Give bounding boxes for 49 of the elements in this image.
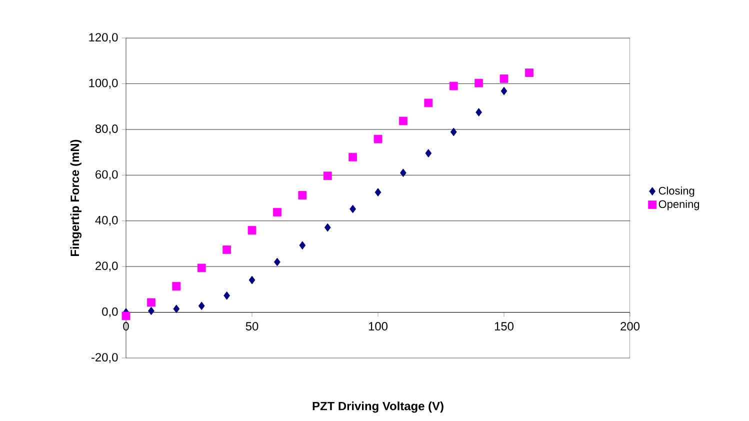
point [399, 116, 408, 126]
x-tick-label: 50 [246, 322, 258, 331]
point [248, 276, 256, 284]
x-tick-label: 100 [368, 322, 388, 331]
point [449, 82, 458, 90]
point [198, 302, 205, 310]
point [425, 149, 432, 158]
y-tick-label: 20,0 [96, 262, 118, 272]
y-tick-label: 120,0 [89, 33, 118, 43]
point [474, 78, 484, 88]
y-axis-title: Fingertip Force (mN) [70, 140, 82, 256]
legend-label: Opening [658, 200, 700, 210]
point [323, 172, 332, 180]
point [274, 258, 280, 266]
point [248, 226, 256, 234]
point [374, 134, 382, 144]
point [147, 298, 156, 307]
point [476, 108, 482, 116]
point [450, 128, 457, 136]
point [525, 68, 534, 77]
x-tick-label: 150 [494, 322, 514, 331]
y-tick-label: -20,0 [92, 353, 118, 363]
point [424, 98, 433, 108]
point [222, 245, 232, 254]
x-tick-label: 0 [123, 322, 129, 331]
legend-label: Closing [658, 186, 694, 197]
x-axis-title: PZT Driving Voltage (V) [312, 402, 444, 413]
y-tick-label: 100,0 [89, 78, 118, 89]
y-tick-label: 0,0 [102, 307, 118, 318]
y-tick-label: 60,0 [96, 170, 118, 180]
point [500, 74, 508, 83]
y-tick-label: 40,0 [95, 216, 118, 226]
point [197, 264, 206, 272]
point [299, 241, 306, 250]
point [172, 282, 181, 290]
point [400, 168, 406, 178]
point [324, 223, 331, 232]
point [173, 304, 180, 314]
point [348, 152, 358, 162]
x-tick-label: 200 [620, 322, 640, 331]
point [122, 312, 130, 320]
point [500, 86, 508, 96]
point [148, 306, 154, 316]
point [374, 188, 382, 196]
point [273, 208, 282, 216]
y-tick-label: 80,0 [95, 124, 118, 134]
point [350, 204, 356, 214]
point [298, 191, 307, 200]
point [224, 291, 230, 300]
